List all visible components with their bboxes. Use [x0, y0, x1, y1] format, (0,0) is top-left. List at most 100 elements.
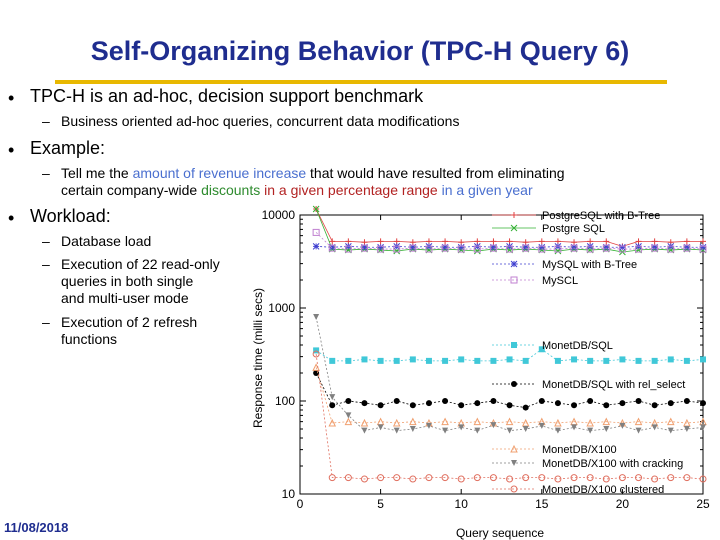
data-point [683, 398, 690, 404]
data-point [442, 398, 449, 404]
data-point [425, 238, 432, 245]
bullet-marker: • [8, 88, 15, 108]
legend-item: PostgreSQL with B-Tree [492, 210, 660, 222]
legend-item: MonetDB/X100 [492, 444, 617, 456]
data-point [651, 402, 658, 409]
data-point [667, 239, 674, 246]
data-point [570, 417, 578, 426]
data-point [329, 394, 336, 401]
data-point [313, 370, 320, 377]
data-point [361, 356, 368, 363]
data-point [474, 238, 481, 245]
data-point [571, 239, 578, 246]
data-point [409, 239, 416, 246]
data-point [360, 475, 368, 483]
data-point [489, 418, 498, 427]
highlight-range: in a given percentage range [260, 182, 438, 198]
data-point [522, 404, 529, 411]
sub-bullet-dash: – [42, 233, 50, 249]
data-point [442, 238, 449, 245]
series-line [315, 348, 704, 362]
data-point [699, 246, 707, 254]
data-point [425, 243, 433, 250]
data-point [345, 357, 352, 364]
data-point [409, 244, 417, 252]
data-point [522, 243, 530, 251]
data-point [393, 247, 401, 255]
data-point [409, 417, 417, 426]
data-point [538, 474, 546, 482]
legend-item: MySQL with B-Tree [492, 259, 637, 271]
data-point [409, 402, 416, 409]
data-point [457, 245, 465, 253]
sub-bullet-22-queries-l2: queries in both single [61, 273, 194, 289]
bullet-workload: Workload: [30, 206, 111, 226]
legend-item: MonetDB/X100 with cracking [492, 458, 683, 470]
legend-label: MonetDB/X100 [542, 444, 617, 456]
data-point [344, 417, 353, 426]
data-point [699, 475, 707, 483]
data-point [345, 243, 352, 250]
sub-bullet-business: Business oriented ad-hoc queries, concur… [61, 113, 460, 129]
legend-label: MonetDB/SQL with rel_select [542, 379, 685, 391]
data-point [635, 246, 642, 254]
data-point [506, 427, 513, 434]
y-tick-label: 1000 [268, 301, 295, 315]
data-point [473, 417, 482, 426]
data-point [506, 402, 513, 409]
slide-title: Self-Organizing Behavior (TPC-H Query 6) [90, 36, 630, 66]
data-point [312, 350, 320, 358]
slide-date: 11/08/2018 [4, 520, 69, 535]
data-point [312, 243, 320, 250]
data-point [313, 314, 320, 321]
legend-label: MonetDB/SQL [542, 340, 613, 352]
data-point [490, 422, 497, 429]
data-point [490, 245, 497, 253]
data-point [619, 422, 626, 429]
series-line [315, 208, 703, 247]
data-point [554, 475, 562, 483]
data-point [618, 245, 626, 253]
y-axis-label: Response time (milli secs) [251, 288, 265, 428]
data-point [635, 427, 642, 434]
data-point [329, 238, 336, 245]
data-point [570, 474, 578, 482]
data-point [700, 424, 706, 431]
data-point [490, 357, 497, 364]
data-point [393, 243, 401, 250]
data-point [700, 356, 706, 363]
data-point [441, 474, 449, 482]
data-point [587, 398, 594, 404]
data-point [312, 228, 320, 236]
data-point [458, 239, 465, 246]
data-point [313, 206, 320, 212]
data-point [425, 474, 433, 482]
data-point [441, 245, 449, 253]
series-line [315, 353, 704, 480]
data-point [425, 357, 432, 364]
legend-item: Postgre SQL [492, 223, 605, 235]
data-point [618, 418, 627, 427]
data-point [538, 422, 545, 429]
data-point [586, 246, 594, 254]
data-point [635, 398, 642, 404]
y-tick-label: 10 [282, 487, 296, 501]
data-point [377, 357, 384, 364]
data-point [619, 356, 626, 363]
legend-marker [511, 381, 517, 387]
data-point [651, 244, 659, 252]
data-point [699, 417, 707, 426]
data-point [345, 246, 352, 254]
example-text: that would have resulted from eliminatin… [306, 165, 565, 181]
sub-bullet-dash: – [42, 314, 50, 330]
x-tick-label: 0 [297, 497, 304, 511]
data-point [602, 243, 610, 251]
data-point [538, 398, 545, 404]
data-point [458, 402, 465, 409]
data-point [328, 245, 336, 253]
data-point [667, 400, 674, 407]
data-point [586, 245, 594, 253]
data-point [489, 474, 497, 482]
legend-item: MySCL [492, 275, 578, 287]
data-point [683, 245, 691, 253]
